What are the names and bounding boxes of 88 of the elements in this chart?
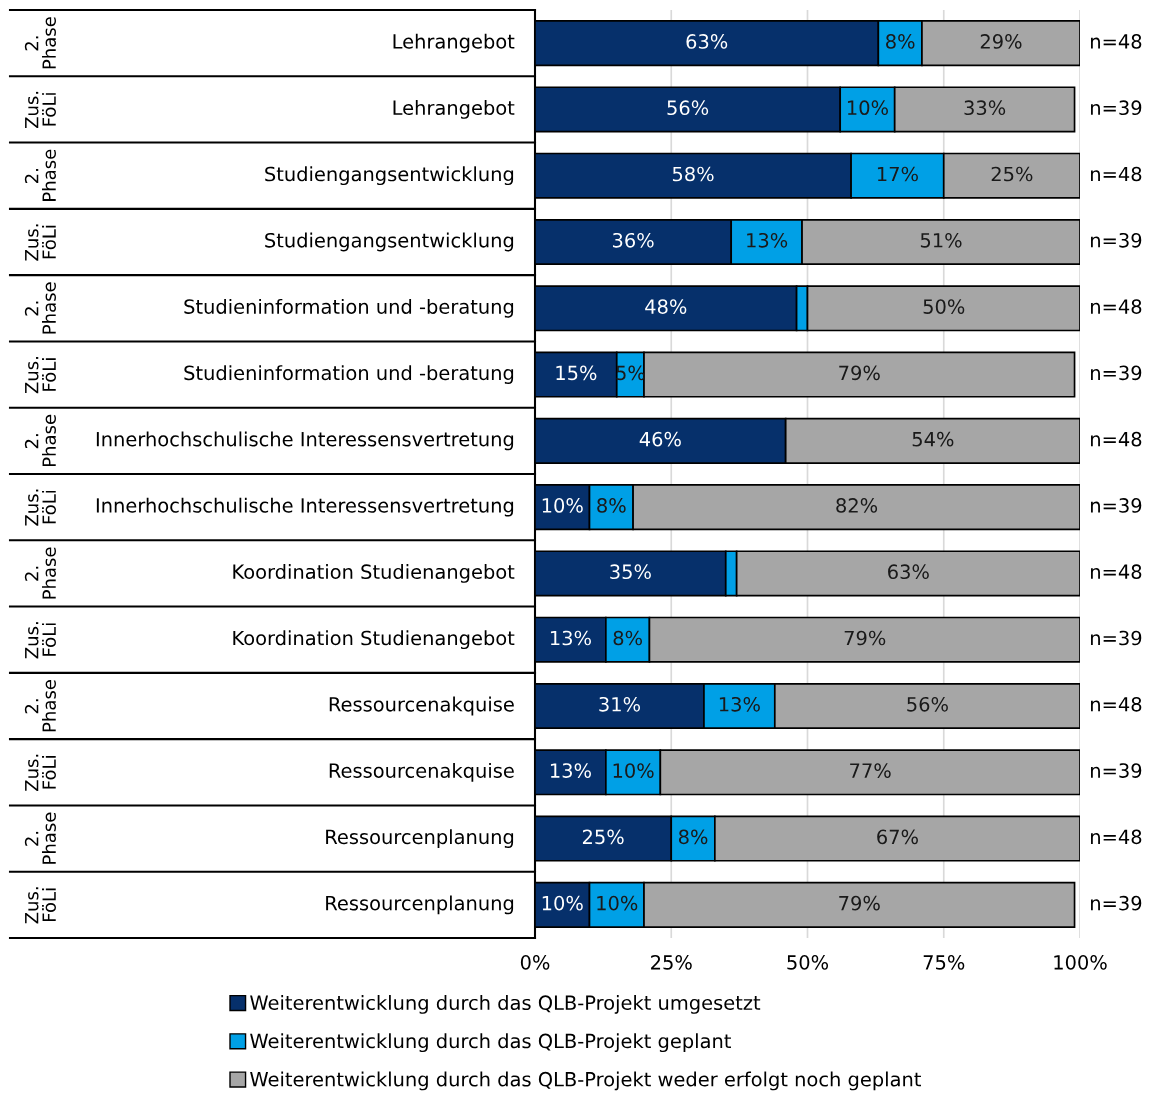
data-label: 10% [542,498,583,513]
data-label: 58% [672,166,714,182]
data-label: 25% [991,166,1033,182]
text: n=48 [1091,829,1142,845]
y-tick-label: Studieninformation und -beratung [184,298,514,318]
text: n=48 [1091,166,1142,182]
data-label: 25% [582,829,624,845]
text: 2. Phase [24,812,56,864]
data-label: 46% [639,431,681,447]
data-label: 15% [556,365,597,381]
text: 2. Phase [24,282,56,334]
data-label: 17% [877,166,918,182]
data-label: 79% [839,895,880,911]
data-label: 56% [907,696,948,712]
text: Zus. FöLi [25,357,56,394]
y-tick-label: Koordination Studienangebot [233,630,515,650]
text: Zus. FöLi [25,224,56,261]
data-label: 54% [912,431,954,447]
legend-label: Weiterentwicklung durch das QLB-Projekt umgesetzt [250,995,761,1014]
data-label: 13% [747,232,788,248]
data-label: 10% [613,763,654,778]
text: n=39 [1091,232,1142,248]
text: n=48 [1091,696,1142,712]
data-label: 13% [550,630,591,646]
data-label: 8% [613,630,642,646]
y-tick-label: Ressourcenplanung [326,829,514,848]
text: n=48 [1091,299,1142,314]
x-tick-label: 100% [1054,955,1107,970]
data-label: 33% [964,100,1006,116]
y-tick-label: Innerhochschulische Interessensvertretung [96,431,514,451]
x-tick-label: 75% [923,955,965,970]
y-tick-label: Innerhochschulische Interessensvertretung [96,497,514,517]
data-label: 51% [920,232,962,248]
text: n=39 [1091,895,1142,911]
y-tick-label: Studiengangsentwicklung [265,232,514,252]
text: 2. Phase [24,149,56,201]
data-label: 67% [877,829,918,845]
text: Zus. FöLi [25,754,56,791]
data-label: 29% [980,34,1022,49]
text: n=48 [1091,564,1142,580]
y-tick-label: Studieninformation und -beratung [184,365,514,384]
text: n=39 [1091,763,1142,778]
y-tick-label: Studiengangsentwicklung [265,166,514,186]
text: Zus. FöLi [25,887,56,924]
legend-label: Weiterentwicklung durch das QLB-Projekt geplant [250,1033,731,1053]
text: 2. Phase [24,414,56,467]
text: Zus. FöLi [25,622,56,659]
legend-label: Weiterentwicklung durch das QLB-Projekt weder erfolgt noch geplant [250,1071,921,1091]
text: n=39 [1091,498,1142,513]
text: 2. Phase [24,17,56,69]
text: Zus. FöLi [25,489,56,526]
data-label: 10% [542,895,583,911]
data-label: 79% [844,630,886,646]
data-label: 63% [686,34,728,49]
y-tick-label: Koordination Studienangebot [233,564,515,583]
data-label: 8% [886,34,915,49]
x-tick-label: 25% [651,955,692,970]
text: n=39 [1091,365,1142,381]
data-label: 10% [847,100,888,116]
data-label: 10% [597,895,638,911]
y-tick-label: Ressourcenakquise [329,696,514,716]
data-label: 77% [850,763,891,778]
data-label: 79% [839,365,880,381]
y-tick-label: Ressourcenplanung [326,895,514,915]
text: n=48 [1091,34,1142,49]
y-tick-label: Ressourcenakquise [329,762,514,782]
data-label: 13% [719,696,760,712]
data-label: 36% [612,232,654,248]
data-label: 63% [888,564,929,580]
data-label: 8% [678,829,708,845]
text: Zus. FöLi [25,91,56,129]
x-tick-label: 0% [520,955,550,970]
text: n=48 [1091,431,1142,447]
data-label: 31% [599,696,641,712]
text: 2. Phase [24,547,56,599]
text: n=39 [1091,100,1142,116]
x-tick-label: 50% [787,955,829,970]
data-label: 82% [836,498,878,513]
y-tick-label: Lehrangebot [393,100,515,119]
y-tick-label: Lehrangebot [393,33,515,53]
data-label: 56% [667,100,709,116]
data-label: 13% [550,763,591,778]
data-label: 8% [597,498,626,513]
text: n=39 [1091,630,1142,646]
data-label: 35% [610,564,651,580]
data-label: 50% [923,299,965,314]
text: 2. Phase [24,680,56,732]
data-label: 48% [645,299,687,314]
